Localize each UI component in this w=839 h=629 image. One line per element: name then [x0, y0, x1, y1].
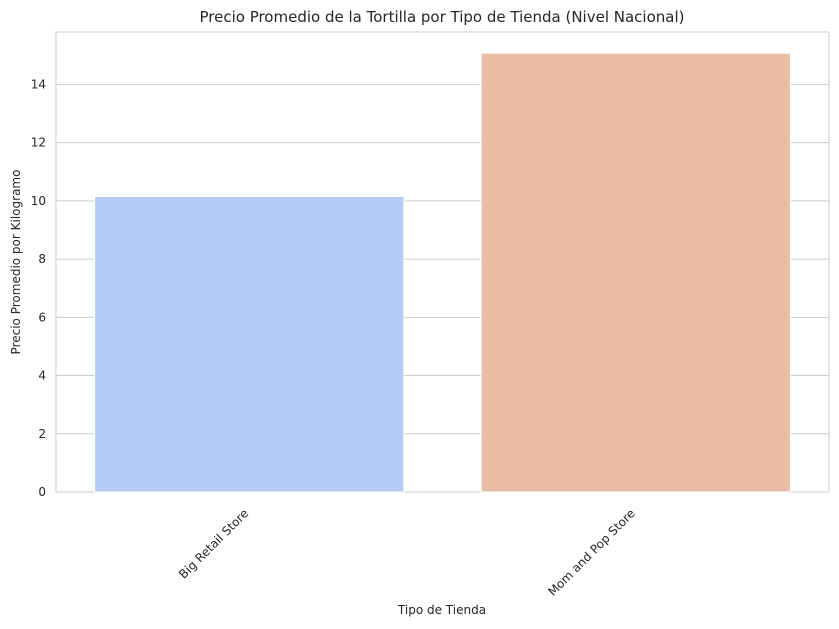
y-tick-label: 10	[31, 194, 46, 208]
y-tick-label: 0	[38, 485, 46, 499]
y-tick-label: 4	[38, 369, 46, 383]
y-axis-label: Precio Promedio por Kilogramo	[9, 170, 23, 355]
x-tick-label: Mom and Pop Store	[545, 506, 638, 599]
bar-0	[94, 195, 405, 493]
plot-border	[55, 31, 830, 493]
bar-1	[480, 52, 791, 493]
plot-area: 0 2 4 6 8 10 12 14 Big Retail Store Mom and Pop S…	[31, 31, 830, 599]
y-tick-label: 12	[31, 136, 46, 150]
y-tick-label: 14	[31, 77, 46, 91]
y-tick-label: 2	[38, 427, 46, 441]
y-tick-label: 6	[38, 310, 46, 324]
chart-title: Precio Promedio de la Tortilla por Tipo …	[199, 8, 684, 26]
x-tick-label: Big Retail Store	[176, 506, 251, 581]
y-tick-label: 8	[38, 252, 46, 266]
x-axis-label: Tipo de Tienda	[397, 603, 486, 617]
